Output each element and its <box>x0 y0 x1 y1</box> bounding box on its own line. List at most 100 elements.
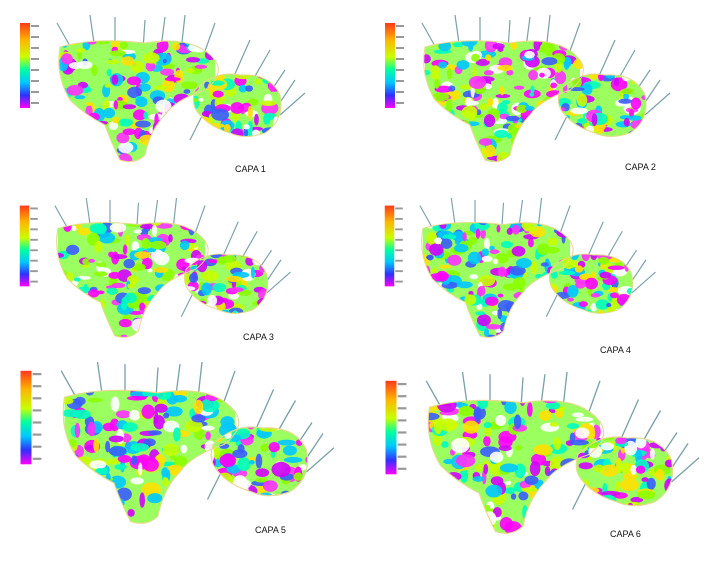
cell-cluster <box>648 441 667 449</box>
cell-cluster <box>573 42 578 51</box>
cell-cluster <box>193 151 205 162</box>
cell-cluster <box>457 528 462 534</box>
cell-cluster <box>486 40 492 41</box>
colorbar-tick <box>395 228 403 231</box>
cell-cluster <box>259 263 266 273</box>
cell-cluster <box>447 317 464 327</box>
cell-cluster <box>110 506 126 520</box>
cell-cluster <box>632 74 646 77</box>
cell-cluster <box>118 318 132 328</box>
cell-cluster <box>458 405 475 417</box>
cell-cluster <box>157 216 168 221</box>
cell-cluster <box>516 104 528 114</box>
well <box>631 271 656 294</box>
cell-cluster <box>452 42 464 48</box>
cell-cluster <box>127 509 135 517</box>
cell-cluster <box>183 498 189 508</box>
cell-cluster <box>162 443 180 456</box>
cell-cluster <box>423 107 432 121</box>
cell-cluster <box>230 434 241 442</box>
cell-cluster <box>434 78 440 89</box>
cell-cluster <box>210 498 221 511</box>
cell-cluster <box>497 266 507 277</box>
cell-cluster <box>94 40 110 45</box>
cell-cluster <box>530 141 548 152</box>
cell-cluster <box>435 137 449 146</box>
cell-cluster <box>509 390 515 398</box>
cell-cluster <box>226 493 240 496</box>
cell-cluster <box>191 142 202 150</box>
cell-cluster <box>445 98 453 113</box>
well <box>266 271 291 294</box>
cell-cluster <box>599 507 618 512</box>
cell-cluster <box>524 301 538 315</box>
cell-cluster <box>518 491 529 501</box>
cell-cluster <box>425 107 441 116</box>
cell-cluster <box>94 473 100 484</box>
cell-cluster <box>537 243 550 256</box>
cell-cluster <box>103 162 108 167</box>
cell-cluster <box>541 103 549 117</box>
cell-cluster <box>173 455 188 467</box>
cell-cluster <box>530 85 535 94</box>
cell-cluster <box>444 64 459 71</box>
cell-cluster <box>254 113 259 126</box>
cell-cluster <box>155 303 165 316</box>
cell-cluster <box>569 439 589 446</box>
cell-cluster <box>141 324 157 330</box>
outline <box>423 40 584 163</box>
cell-cluster <box>202 134 216 144</box>
cell-cluster <box>180 142 186 156</box>
cell-cluster <box>566 310 575 314</box>
cell-cluster <box>446 524 462 534</box>
cell-cluster <box>455 454 476 468</box>
cell-cluster <box>606 305 616 314</box>
cell-cluster <box>532 132 547 147</box>
cell-cluster <box>533 501 542 508</box>
cell-cluster <box>274 123 281 135</box>
cell-cluster <box>103 107 116 119</box>
cell-cluster <box>178 109 194 115</box>
cell-cluster <box>530 261 538 274</box>
cell-cluster <box>579 130 591 137</box>
cell-cluster <box>551 507 557 519</box>
cell-cluster <box>550 82 558 89</box>
cell-cluster <box>105 440 111 453</box>
cell-cluster <box>511 224 520 235</box>
cell-cluster <box>56 301 65 315</box>
cell-cluster <box>562 162 575 167</box>
cell-cluster <box>143 111 149 120</box>
cell-cluster <box>475 228 481 239</box>
cell-cluster <box>517 132 527 143</box>
cell-cluster <box>248 460 255 465</box>
cell-cluster <box>213 135 221 137</box>
cell-cluster <box>84 136 93 151</box>
cell-cluster <box>553 500 566 512</box>
cell-cluster <box>247 120 253 134</box>
cell-cluster <box>549 117 557 123</box>
cell-cluster <box>63 125 77 134</box>
cell-cluster <box>561 307 572 313</box>
cell-cluster <box>483 422 492 429</box>
cell-cluster <box>584 277 598 290</box>
cell-cluster <box>63 464 79 479</box>
cell-cluster <box>86 101 92 107</box>
cell-cluster <box>211 447 215 462</box>
cell-cluster <box>194 143 212 157</box>
cell-cluster <box>496 224 501 233</box>
colorbar-tick <box>30 217 38 220</box>
cell-cluster <box>629 263 633 269</box>
cell-cluster <box>139 492 145 508</box>
cell-cluster <box>481 248 489 257</box>
cell-cluster <box>56 312 68 320</box>
cell-cluster <box>610 292 619 299</box>
cell-cluster <box>108 271 121 279</box>
cell-cluster <box>546 504 561 514</box>
colorbar-tick <box>397 395 407 398</box>
cell-cluster <box>431 326 445 337</box>
cell-cluster <box>633 258 639 269</box>
cell-cluster <box>282 445 297 456</box>
cell-cluster <box>511 324 524 333</box>
cell-cluster <box>460 498 474 505</box>
cell-cluster <box>589 430 596 440</box>
